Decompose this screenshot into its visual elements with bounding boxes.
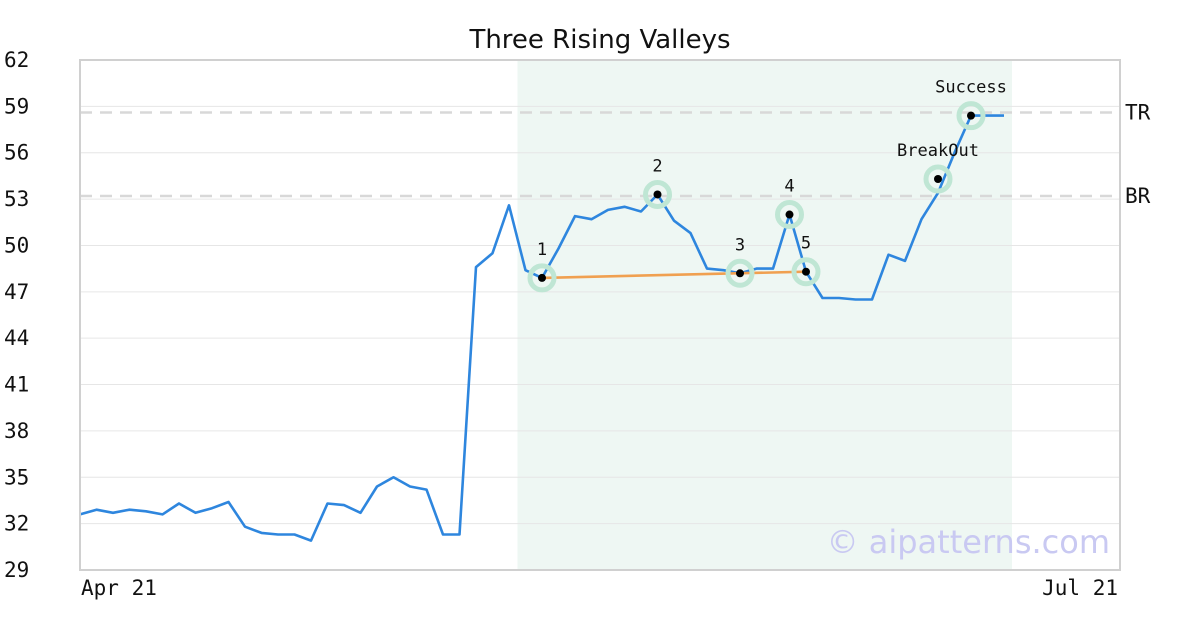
y-axis-ticks: 29 32 35 38 41 44 47 50 53 56 59 62 xyxy=(4,48,29,582)
plot-frame xyxy=(79,59,1121,571)
annotation-layer: 1 2 3 4 5 BreakOut Success xyxy=(527,78,1007,293)
chart-title: Three Rising Valleys xyxy=(468,25,730,55)
annotation-label: 5 xyxy=(801,234,811,254)
annotation-point xyxy=(967,111,975,120)
y-tick-label: 50 xyxy=(4,233,29,257)
annotation-ring xyxy=(527,263,557,293)
annotation-ring xyxy=(956,101,986,131)
y-tick-label: 35 xyxy=(4,465,29,489)
annotation-label: Success xyxy=(935,78,1007,98)
highlight-region xyxy=(517,60,1012,570)
annotation-ring xyxy=(643,179,672,209)
watermark: © aipatterns.com xyxy=(827,523,1110,561)
annotation-label: BreakOut xyxy=(897,141,979,161)
annotation-point xyxy=(934,175,942,183)
annotation-ring xyxy=(775,200,804,230)
y-tick-label: 47 xyxy=(4,280,29,304)
y-tick-label: 56 xyxy=(4,141,29,165)
annotation-ring xyxy=(725,258,755,288)
y-tick-label: 32 xyxy=(4,512,29,536)
x-tick-label: Jul 21 xyxy=(1042,576,1118,600)
annotation-label: 4 xyxy=(784,177,794,197)
valley-line xyxy=(541,270,807,280)
annotation-point xyxy=(538,273,546,282)
y-tick-label: 38 xyxy=(4,419,29,443)
resistance-label: TR xyxy=(1125,101,1151,125)
y-tick-label: 53 xyxy=(4,187,29,211)
annotation-ring xyxy=(791,257,821,287)
resistance-lines: TR BR xyxy=(80,101,1151,208)
x-axis-ticks: Apr 21 Jul 21 xyxy=(81,576,1118,600)
highlight-region-layer xyxy=(517,60,1012,570)
annotation-point xyxy=(736,269,744,278)
annotation-point xyxy=(785,210,794,219)
annotation-ring xyxy=(923,164,953,194)
x-tick-label: Apr 21 xyxy=(81,576,157,600)
annotation-point xyxy=(802,267,810,276)
y-tick-label: 29 xyxy=(4,558,29,582)
y-tick-label: 41 xyxy=(4,373,29,397)
y-tick-label: 59 xyxy=(4,94,29,118)
annotation-label: 1 xyxy=(537,240,547,260)
y-tick-label: 44 xyxy=(4,326,29,350)
annotation-label: 2 xyxy=(652,156,662,176)
annotation-label: 3 xyxy=(735,235,745,255)
resistance-label: BR xyxy=(1125,184,1151,208)
annotation-point xyxy=(653,190,662,199)
y-tick-label: 62 xyxy=(4,48,29,72)
